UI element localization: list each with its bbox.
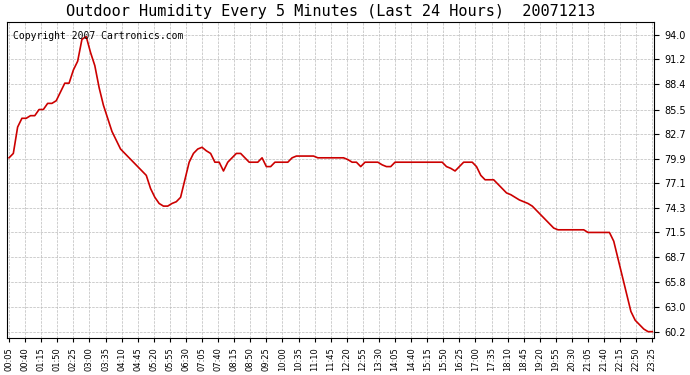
Title: Outdoor Humidity Every 5 Minutes (Last 24 Hours)  20071213: Outdoor Humidity Every 5 Minutes (Last 2… (66, 4, 595, 19)
Text: Copyright 2007 Cartronics.com: Copyright 2007 Cartronics.com (13, 31, 184, 41)
